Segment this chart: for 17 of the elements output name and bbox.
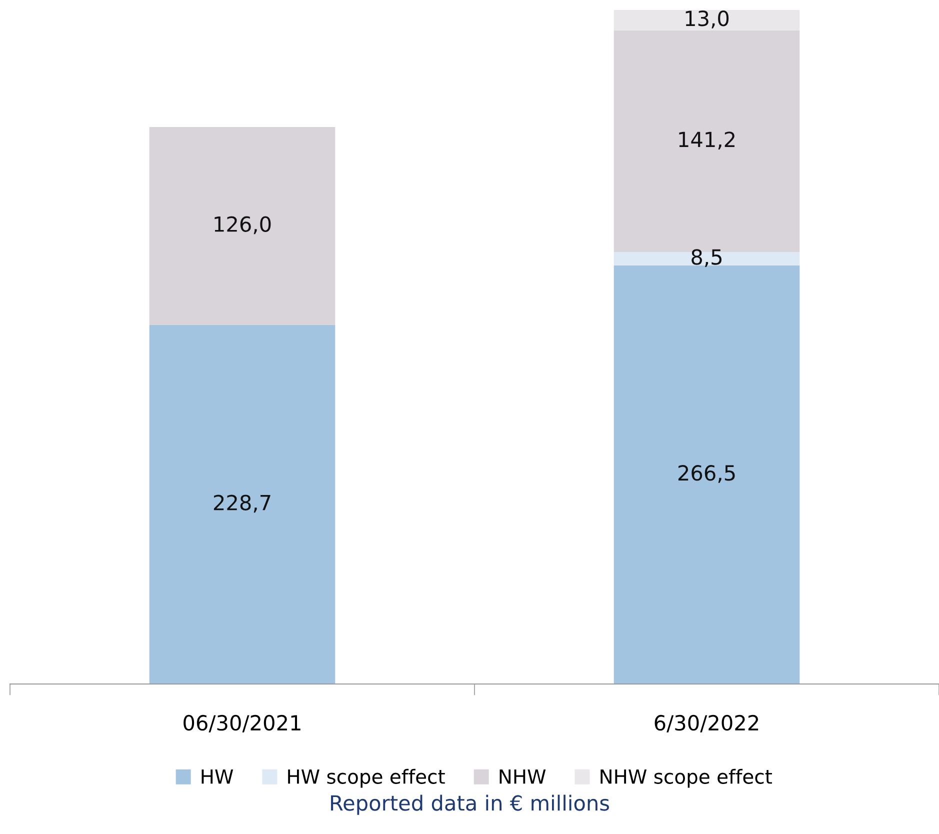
bar xyxy=(149,126,336,325)
bar xyxy=(614,266,800,684)
data-label: 126,0 xyxy=(214,216,271,234)
legend-label: HW scope effect xyxy=(288,768,445,788)
x-tick-label: 6/30/2022 xyxy=(654,714,758,732)
legend-label: HW xyxy=(202,770,234,784)
legend-label: NHW xyxy=(500,770,546,784)
data-label: 13,0 xyxy=(686,10,729,28)
data-label: 266,5 xyxy=(678,465,735,483)
bar xyxy=(614,10,800,30)
bar xyxy=(149,324,336,684)
data-label: 141,2 xyxy=(679,132,734,150)
legend-label: NHW scope effect xyxy=(600,768,772,788)
data-label: 8,5 xyxy=(692,249,722,267)
text: Reported data in € millions xyxy=(331,794,609,815)
x-tick-label: 06/30/2021 xyxy=(184,714,300,732)
data-label: 228,7 xyxy=(214,494,270,513)
